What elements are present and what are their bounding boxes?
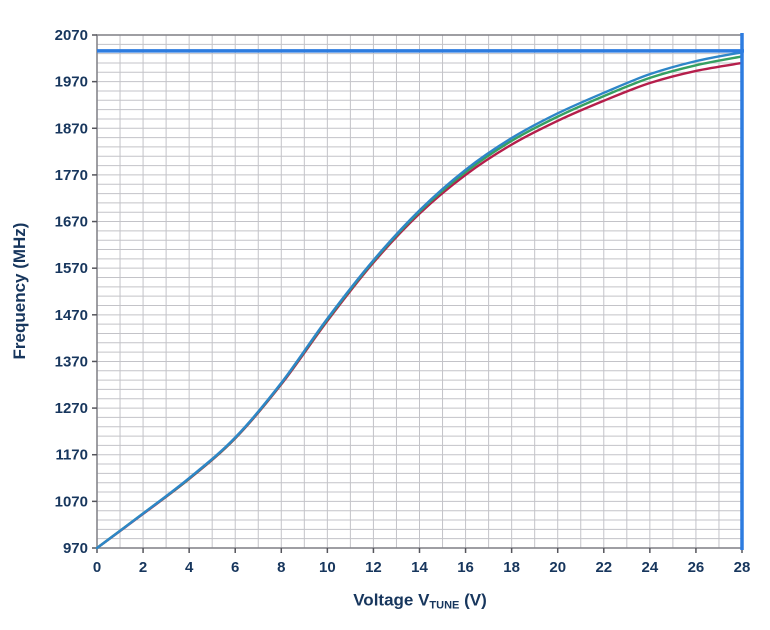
y-axis-title: Frequency (MHz) <box>10 223 30 360</box>
y-tick-label: 1570 <box>55 260 88 277</box>
x-axis-title-suffix: (V) <box>459 590 487 610</box>
y-tick-label: 1470 <box>55 307 88 324</box>
x-tick-label: 6 <box>231 559 239 576</box>
y-tick-label: 1070 <box>55 493 88 510</box>
y-tick-label: 970 <box>63 540 88 557</box>
x-tick-label: 14 <box>411 559 428 576</box>
y-tick-label: 1770 <box>55 167 88 184</box>
y-tick-label: 1970 <box>55 74 88 91</box>
y-axis-title-text: Frequency (MHz) <box>10 222 29 360</box>
x-axis-title: Voltage VTUNE (V) <box>353 591 487 612</box>
y-tick-label: 1170 <box>55 447 88 464</box>
x-tick-label: 18 <box>503 559 520 576</box>
x-tick-label: 0 <box>93 559 101 576</box>
x-tick-label: 22 <box>595 559 612 576</box>
x-tick-label: 2 <box>139 559 147 576</box>
x-axis-title-subscript: TUNE <box>429 599 460 612</box>
x-tick-label: 28 <box>734 559 751 576</box>
y-tick-label: 1670 <box>55 214 88 231</box>
y-tick-label: 2070 <box>55 27 88 44</box>
x-tick-label: 4 <box>185 559 194 576</box>
x-tick-label: 8 <box>277 559 285 576</box>
x-tick-label: 16 <box>457 559 474 576</box>
y-tick-label: 1370 <box>55 353 88 370</box>
x-tick-label: 10 <box>319 559 336 576</box>
x-tick-label: 20 <box>549 559 566 576</box>
x-tick-label: 12 <box>365 559 382 576</box>
x-axis-title-prefix: Voltage V <box>353 590 430 610</box>
x-tick-label: 26 <box>688 559 705 576</box>
x-tick-label: 24 <box>642 559 659 576</box>
y-tick-label: 1870 <box>55 120 88 137</box>
y-tick-label: 1270 <box>55 400 88 417</box>
curve-blue <box>95 51 744 550</box>
